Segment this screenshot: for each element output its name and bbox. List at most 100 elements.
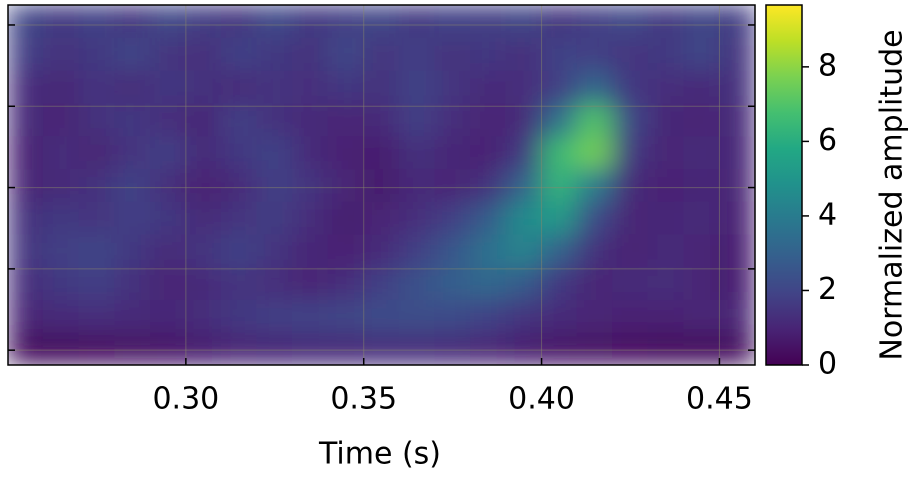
heatmap-cell	[78, 102, 116, 137]
heatmap-cell	[78, 5, 116, 38]
heatmap-cell	[114, 5, 151, 38]
heatmap-cell	[220, 69, 258, 104]
heatmap-cell	[505, 36, 543, 71]
heatmap-cell	[718, 135, 755, 170]
heatmap-cell	[78, 36, 116, 71]
heatmap-cell	[505, 5, 543, 38]
heatmap-cell	[647, 102, 685, 137]
heatmap-cell	[43, 36, 80, 71]
heatmap-cell	[469, 5, 507, 38]
heatmap-cell	[78, 168, 116, 202]
colorbar-tick-label: 8	[818, 48, 837, 83]
colorbar-label: Normalized amplitude	[875, 29, 910, 360]
plot-frame	[7, 4, 756, 366]
colorbar-tick-label: 4	[818, 197, 837, 232]
heatmap-cell	[469, 135, 507, 170]
heatmap-cell	[469, 69, 507, 104]
heatmap-cell	[718, 102, 755, 137]
heatmap-cell	[185, 102, 222, 137]
heatmap-cell	[114, 69, 151, 104]
heatmap-cell	[612, 298, 649, 333]
heatmap-cell	[256, 200, 294, 235]
heatmap-cell	[469, 168, 507, 202]
heatmap-cell	[327, 168, 365, 202]
heatmap-cell	[256, 266, 294, 300]
heatmap-cell	[149, 266, 187, 300]
heatmap-cell	[363, 5, 400, 38]
heatmap-cell	[541, 266, 578, 300]
heatmap-cell	[114, 233, 151, 268]
heatmap-cell	[683, 168, 720, 202]
heatmap-cell	[78, 331, 116, 365]
heatmap-cell	[292, 200, 329, 235]
x-tick-label: 0.30	[152, 382, 219, 417]
heatmap-cell	[8, 36, 45, 71]
heatmap-cell	[292, 102, 329, 137]
heatmap-cell	[469, 298, 507, 333]
heatmap-cell	[149, 5, 187, 38]
heatmap-cell	[647, 266, 685, 300]
colorbar	[765, 4, 803, 366]
heatmap-cell	[683, 5, 720, 38]
heatmap-cell	[612, 233, 649, 268]
heatmap-cell	[327, 298, 365, 333]
heatmap-cell	[398, 102, 436, 137]
heatmap-cell	[114, 135, 151, 170]
heatmap-cell	[505, 102, 543, 137]
heatmap-cell	[8, 233, 45, 268]
heatmap-cell	[541, 135, 578, 170]
heatmap-cell	[43, 298, 80, 333]
heatmap-cell	[220, 5, 258, 38]
heatmap-cell	[647, 36, 685, 71]
heatmap-cell	[683, 102, 720, 137]
heatmap-cell	[327, 5, 365, 38]
heatmap-cell	[149, 135, 187, 170]
heatmap-cell	[576, 200, 614, 235]
heatmap-cell	[256, 102, 294, 137]
heatmap-cell	[43, 135, 80, 170]
heatmap-cell	[220, 36, 258, 71]
heatmap-cell	[505, 298, 543, 333]
heatmap-cell	[78, 135, 116, 170]
heatmap-cell	[149, 69, 187, 104]
heatmap-cell	[398, 135, 436, 170]
colorbar-tick-label: 0	[818, 347, 837, 382]
heatmap-cell	[434, 36, 471, 71]
heatmap-cell	[292, 298, 329, 333]
heatmap-cell	[612, 266, 649, 300]
heatmap-cell	[505, 266, 543, 300]
heatmap	[8, 5, 755, 365]
heatmap-cell	[434, 266, 471, 300]
heatmap-cell	[398, 5, 436, 38]
heatmap-cell	[256, 298, 294, 333]
heatmap-cell	[434, 298, 471, 333]
heatmap-cell	[612, 5, 649, 38]
heatmap-cell	[576, 168, 614, 202]
heatmap-cell	[398, 69, 436, 104]
heatmap-cell	[327, 200, 365, 235]
heatmap-cell	[718, 5, 755, 38]
heatmap-cell	[185, 168, 222, 202]
heatmap-cell	[185, 266, 222, 300]
heatmap-cell	[220, 168, 258, 202]
heatmap-cell	[327, 36, 365, 71]
heatmap-cell	[185, 135, 222, 170]
heatmap-cell	[398, 36, 436, 71]
heatmap-cell	[576, 298, 614, 333]
heatmap-cell	[114, 331, 151, 365]
heatmap-cell	[363, 266, 400, 300]
heatmap-cell	[469, 200, 507, 235]
heatmap-cell	[292, 135, 329, 170]
heatmap-cell	[149, 200, 187, 235]
heatmap-cell	[327, 69, 365, 104]
heatmap-cell	[469, 102, 507, 137]
heatmap-cell	[541, 69, 578, 104]
heatmap-cell	[8, 266, 45, 300]
heatmap-cell	[612, 200, 649, 235]
heatmap-cell	[576, 69, 614, 104]
plot-area	[8, 5, 755, 365]
heatmap-cell	[149, 331, 187, 365]
heatmap-cell	[683, 266, 720, 300]
heatmap-cell	[43, 331, 80, 365]
heatmap-cell	[256, 331, 294, 365]
